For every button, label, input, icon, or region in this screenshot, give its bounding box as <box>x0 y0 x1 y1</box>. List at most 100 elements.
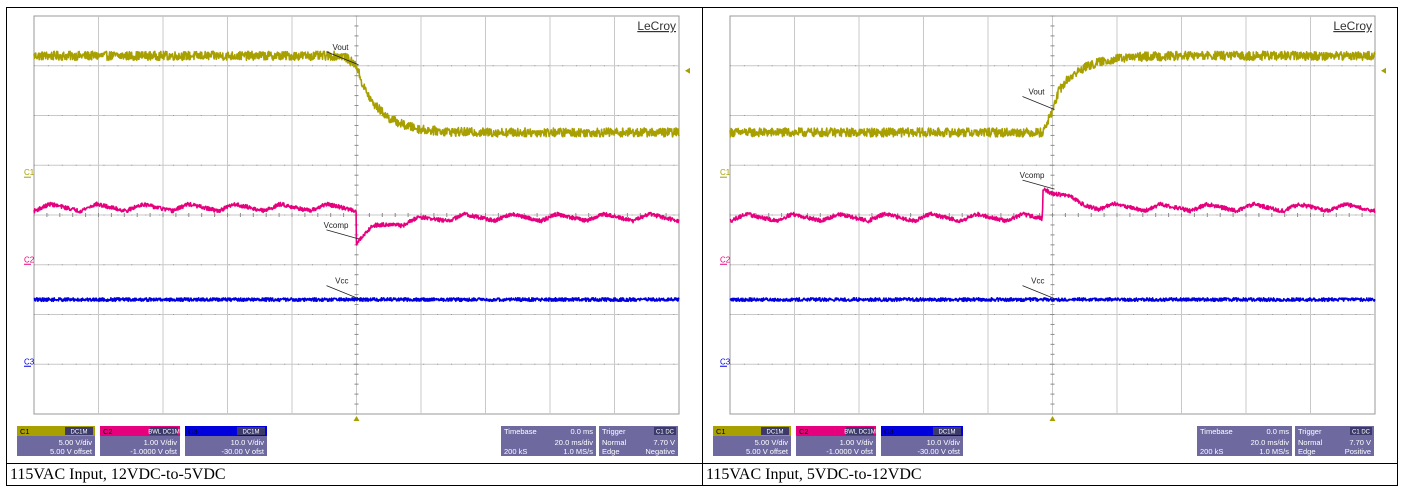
readout-header-ch3 <box>185 426 267 436</box>
readout-header-ch2 <box>100 426 180 436</box>
caption-left: 115VAC Input, 12VDC-to-5VDC <box>10 466 226 483</box>
trigger-type: Edge <box>1298 447 1316 456</box>
readout-volts-per-div: 5.00 V/div <box>755 438 789 447</box>
trace-label-leader <box>1022 179 1055 190</box>
timebase-time-per-div: 20.0 ms/div <box>555 438 594 447</box>
trigger-time-marker <box>353 416 360 421</box>
trigger-source-tag <box>654 427 676 435</box>
readout-offset: 5.00 V offset <box>50 447 93 456</box>
readout-channel-label: C1 <box>716 427 726 436</box>
trigger-source-tag <box>1350 427 1372 435</box>
channel-marker-c1: C1 <box>720 168 731 177</box>
timebase-delay: 0.0 ms <box>1266 427 1289 436</box>
readout-coupling: DC1M <box>766 430 783 436</box>
trigger-level: 7.70 V <box>1349 438 1371 447</box>
brand-logo-text: LeCroy <box>1333 19 1372 33</box>
trigger-label: Trigger <box>602 427 626 436</box>
trigger-type: Edge <box>602 447 620 456</box>
readout-volts-per-div: 1.00 V/div <box>840 438 874 447</box>
readout-coupling-tag <box>761 427 789 435</box>
trace-vout <box>729 50 1376 138</box>
timebase-label: Timebase <box>1200 427 1233 436</box>
timebase-label: Timebase <box>504 427 537 436</box>
trigger-slope: Positive <box>1345 447 1371 456</box>
scope-panel-left: LeCroy Vout Vcomp Vcc C1 C2 C3 C1 DC1M 5.00 V/div… <box>7 8 701 463</box>
readout-offset: -1.0000 V ofst <box>826 447 874 456</box>
trace-vcomp <box>729 187 1376 224</box>
channel-marker-c2: C2 <box>24 255 35 264</box>
trace-label-leader <box>1022 285 1055 299</box>
readout-coupling-tag <box>846 427 874 435</box>
trace-label-vcomp: Vcomp <box>324 221 349 230</box>
trigger-slope: Negative <box>645 447 675 456</box>
trace-label-vcc: Vcc <box>1031 277 1044 286</box>
trace-label-leader <box>1022 96 1055 110</box>
timebase-delay: 0.0 ms <box>570 427 593 436</box>
timebase-time-per-div: 20.0 ms/div <box>1251 438 1290 447</box>
readout-coupling-tag <box>150 427 178 435</box>
readout-offset: -30.00 V ofst <box>917 447 960 456</box>
readout-coupling-tag <box>237 427 265 435</box>
trace-label-leader <box>326 51 359 66</box>
readout-header-ch1 <box>713 426 791 436</box>
panel-divider <box>702 7 703 486</box>
timebase-sample-rate: 1.0 MS/s <box>563 447 593 456</box>
readout-header-ch1 <box>17 426 95 436</box>
readout-coupling-tag <box>933 427 961 435</box>
channel-marker-c1: C1 <box>24 168 35 177</box>
caption-divider <box>6 463 1398 464</box>
trigger-mode: Normal <box>1298 438 1323 447</box>
scope-panel-right: LeCroy Vout Vcomp Vcc C1 C2 C3 C1 DC1M 5.00 V/div… <box>703 8 1397 463</box>
readout-volts-per-div: 5.00 V/div <box>59 438 93 447</box>
readout-box-timebase <box>501 426 596 456</box>
readout-channel-label: C3 <box>188 427 198 436</box>
readout-header-ch2 <box>796 426 876 436</box>
trigger-level: 7.70 V <box>653 438 675 447</box>
readout-offset: -30.00 V ofst <box>221 447 264 456</box>
readout-volts-per-div: 10.0 V/div <box>927 438 961 447</box>
caption-right: 115VAC Input, 5VDC-to-12VDC <box>706 466 922 483</box>
trace-label-vcomp: Vcomp <box>1020 171 1045 180</box>
readout-coupling: DC1M <box>70 430 87 436</box>
readout-volts-per-div: 1.00 V/div <box>144 438 178 447</box>
channel-marker-c3: C3 <box>24 357 35 366</box>
timebase-samples: 200 kS <box>504 447 527 456</box>
readout-offset: 5.00 V offset <box>746 447 789 456</box>
trace-vcc <box>33 297 680 303</box>
readout-channel-label: C2 <box>103 427 113 436</box>
trigger-label: Trigger <box>1298 427 1322 436</box>
readout-channel-label: C1 <box>20 427 30 436</box>
trigger-mode: Normal <box>602 438 627 447</box>
trigger-level-marker <box>685 67 690 74</box>
trace-vcc <box>729 297 1376 303</box>
readout-coupling-tag <box>65 427 93 435</box>
trace-label-vout: Vout <box>332 43 349 52</box>
readout-channel-label: C2 <box>799 427 809 436</box>
readout-coupling: BWL DC1M <box>844 430 875 436</box>
readout-offset: -1.0000 V ofst <box>130 447 178 456</box>
readout-coupling: DC1M <box>242 430 259 436</box>
readout-channel-label: C3 <box>884 427 894 436</box>
readout-box-timebase <box>1197 426 1292 456</box>
trigger-source: C1 DC <box>656 430 675 436</box>
trace-label-leader <box>326 285 359 299</box>
trace-label-leader <box>326 229 359 240</box>
readout-coupling: DC1M <box>938 430 955 436</box>
channel-marker-c3: C3 <box>720 357 731 366</box>
trigger-level-marker <box>1381 67 1386 74</box>
trace-vout <box>33 50 680 138</box>
readout-header-ch3 <box>881 426 963 436</box>
readout-coupling: BWL DC1M <box>148 430 179 436</box>
timebase-sample-rate: 1.0 MS/s <box>1259 447 1289 456</box>
trigger-time-marker <box>1049 416 1056 421</box>
channel-marker-c2: C2 <box>720 255 731 264</box>
timebase-samples: 200 kS <box>1200 447 1223 456</box>
readout-volts-per-div: 10.0 V/div <box>231 438 265 447</box>
brand-logo-text: LeCroy <box>637 19 676 33</box>
scope-screen-left: LeCroy Vout Vcomp Vcc C1 C2 C3 C1 DC1M 5.00 V/div… <box>17 15 690 456</box>
trace-label-vout: Vout <box>1028 88 1045 97</box>
trace-vcomp <box>33 201 680 246</box>
trace-label-vcc: Vcc <box>335 277 348 286</box>
trigger-source: C1 DC <box>1352 430 1371 436</box>
